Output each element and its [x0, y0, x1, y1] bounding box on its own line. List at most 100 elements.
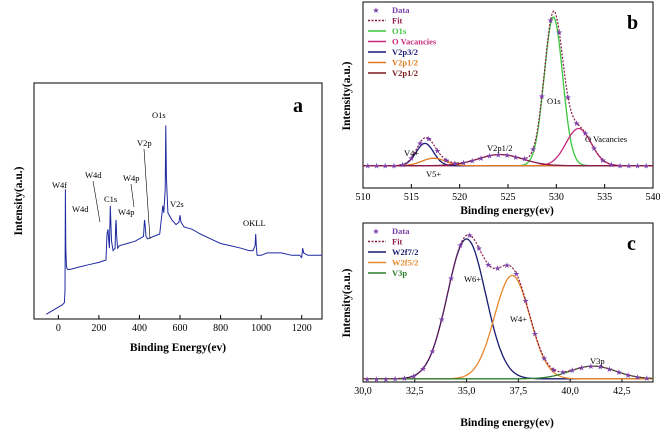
legend-label: Fit: [392, 16, 403, 26]
legend-label: V2p3/2: [392, 47, 418, 57]
data-point: ★: [573, 119, 580, 128]
data-point: ★: [556, 28, 563, 37]
data-point: ★: [559, 368, 566, 377]
data-point: ★: [457, 241, 464, 250]
data-point: ★: [606, 365, 613, 374]
data-point: ★: [364, 375, 371, 384]
data-point: ★: [503, 151, 510, 160]
data-point: ★: [513, 270, 520, 279]
data-point: ★: [416, 139, 423, 148]
legend-label: Data: [392, 5, 410, 15]
data-point: ★: [582, 129, 589, 138]
panel-b-label: b: [627, 12, 638, 34]
x-tick-label: 510: [356, 192, 371, 203]
data-point: ★: [475, 244, 482, 253]
legend-label: O Vacancies: [392, 37, 437, 47]
data-point: ★: [408, 154, 415, 163]
data-point: ★: [399, 161, 406, 170]
legend-label: W2f5/2: [392, 258, 418, 268]
ann-o1s-b: O1s: [547, 96, 561, 106]
ann-w4p-2: W4p: [123, 173, 140, 183]
panel-b: 510 515 520 525 530 535 540 ★ ★ ★ ★ ★★★ ★★★ ★ ★ ★ ★ ★ ★ ★ ★…: [341, 1, 660, 217]
legend-label: V2p1/2: [392, 58, 418, 68]
data-point: ★: [477, 154, 484, 163]
data-point: ★: [538, 92, 545, 101]
x-tick-label: 37,5: [510, 386, 528, 397]
data-point: ★: [425, 135, 432, 144]
data-point: ★: [443, 156, 450, 165]
data-point: ★: [643, 374, 650, 383]
ann-okll: OKLL: [243, 218, 266, 228]
data-point: ★: [466, 231, 473, 240]
data-point: ★: [382, 375, 389, 384]
panel-a-frame: [33, 82, 323, 320]
data-point: ★: [429, 347, 436, 356]
data-point: ★: [643, 162, 650, 171]
x-tick-label: 40,0: [561, 386, 579, 397]
x-tick-label: 1000: [251, 323, 271, 334]
x-tick-label: 800: [213, 323, 228, 334]
ann-o1s: O1s: [152, 110, 166, 120]
legend-label: V2p1/2: [392, 68, 418, 78]
x-tick-label: 530: [549, 192, 564, 203]
ann-w4d-1: W4d: [72, 204, 89, 214]
v3p-curve: [363, 365, 653, 380]
x-tick-label: 1200: [292, 323, 312, 334]
data-point: ★: [522, 296, 529, 305]
data-point: ★: [460, 159, 467, 168]
data-point: ★: [550, 365, 557, 374]
data-point: ★: [485, 260, 492, 269]
panel-b-xlabel: Binding energy(ev): [460, 205, 554, 217]
x-tick-label: 520: [452, 192, 467, 203]
ann-w6plus-c: W6+: [464, 274, 481, 284]
x-tick-label: 42,5: [613, 386, 631, 397]
data-point: ★: [410, 372, 417, 381]
data-point: ★: [392, 375, 399, 384]
data-point: ★: [599, 156, 606, 165]
x-tick-label: 35,0: [458, 386, 476, 397]
data-point: ★: [608, 160, 615, 169]
ann-v2p: V2p: [137, 138, 152, 148]
ann-v5plus-b: V5+: [426, 169, 441, 179]
ann-v3p-c: V3p: [590, 356, 605, 366]
x-tick-label: 0: [56, 323, 61, 334]
data-point: ★: [578, 364, 585, 373]
data-point: ★: [530, 145, 537, 154]
data-point: ★: [382, 162, 389, 171]
data-point: ★: [495, 151, 502, 160]
fit-curve: [363, 234, 653, 380]
ann-v2s: V2s: [170, 199, 184, 209]
x-tick-label: 400: [132, 323, 147, 334]
data-point: ★: [564, 93, 571, 102]
ann-v4plus-b: V4+: [404, 148, 419, 158]
data-point: ★: [447, 274, 454, 283]
panel-a: 0 200 400 600 800 1000 1200 a Binding Energy(e…: [13, 82, 323, 354]
x-tick-label: 525: [501, 192, 516, 203]
data-point: ★: [597, 363, 604, 372]
data-point: ★: [615, 368, 622, 377]
x-tick-label: 32,5: [406, 386, 424, 397]
panel-c: 30,0 32,5 35,0 37,5 40,0 42,5 ★ ★ ★ ★ ★ ★★★★★★★★★ ★…: [341, 222, 654, 429]
legend-label: W2f7/2: [392, 247, 418, 257]
data-point: ★: [373, 375, 380, 384]
data-point: ★: [401, 374, 408, 383]
ann-w4f: W4f: [52, 180, 67, 190]
data-point: ★: [419, 364, 426, 373]
legend-label: Data: [392, 226, 410, 236]
data-point: ★: [512, 153, 519, 162]
ann-w4p-1: W4p: [118, 207, 135, 217]
annotation-leaders: [92, 148, 151, 240]
x-tick-label: 535: [597, 192, 612, 203]
x-tick-label: 600: [173, 323, 188, 334]
panel-c-xlabel: Binding energy(ev): [460, 417, 554, 429]
data-point: ★: [569, 366, 576, 375]
ann-c1s: C1s: [104, 194, 117, 204]
legend-label: Fit: [392, 237, 403, 247]
data-point: ★: [438, 315, 445, 324]
ann-v2p12-b: V2p1/2: [487, 143, 513, 153]
panel-a-ylabel: Intensity(a.u.): [13, 166, 25, 235]
data-point: ★: [434, 147, 441, 156]
panel-a-label: a: [293, 95, 303, 117]
x-tick-label: 540: [646, 192, 660, 203]
data-point: ★: [541, 354, 548, 363]
